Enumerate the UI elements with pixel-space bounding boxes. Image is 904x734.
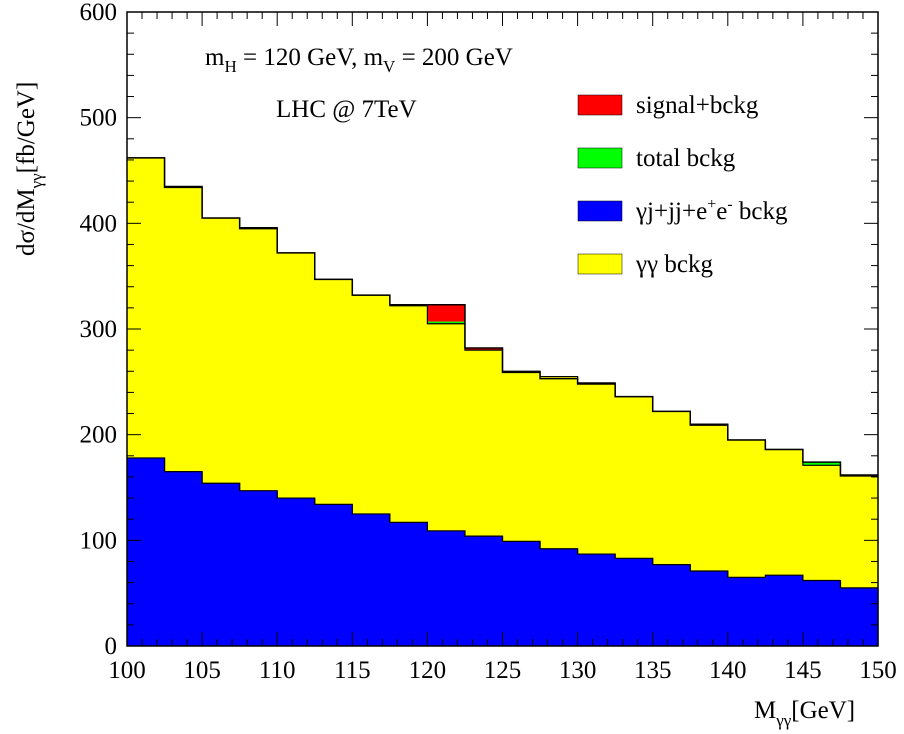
bar-gamma-jet <box>765 575 803 646</box>
bar-gamma-jet <box>803 580 841 646</box>
legend-swatch-total <box>578 148 622 168</box>
legend-label-signal: signal+bckg <box>636 92 759 119</box>
bar-gamma-gamma <box>352 295 390 514</box>
bar-gamma-jet <box>653 565 691 646</box>
bar-gamma-gamma <box>690 424 728 571</box>
bar-gamma-gamma <box>728 440 766 577</box>
y-tick-label: 200 <box>80 422 118 449</box>
x-tick-label: 125 <box>484 657 522 684</box>
legend-label-gamma-jet: γj+jj+e+e- bckg <box>635 196 788 225</box>
x-tick-label: 130 <box>559 657 597 684</box>
bar-gamma-gamma <box>165 186 203 471</box>
bar-gamma-jet <box>277 498 315 646</box>
bar-gamma-jet <box>427 531 465 646</box>
bar-gamma-jet <box>503 541 541 646</box>
x-tick-label: 150 <box>859 657 897 684</box>
bar-gamma-gamma <box>240 228 278 491</box>
bar-gamma-jet <box>540 549 578 646</box>
bar-gamma-jet <box>202 483 240 646</box>
bar-gamma-gamma <box>503 371 541 541</box>
x-tick-label: 100 <box>108 657 146 684</box>
bar-gamma-jet <box>465 536 503 646</box>
y-tick-label: 0 <box>105 633 118 660</box>
bar-gamma-jet <box>165 472 203 646</box>
y-tick-label: 100 <box>80 527 118 554</box>
x-tick-label: 140 <box>709 657 747 684</box>
bar-gamma-jet <box>127 458 165 646</box>
bar-gamma-gamma <box>653 411 691 564</box>
bar-gamma-gamma <box>390 306 428 523</box>
y-tick-label: 400 <box>80 210 118 237</box>
legend-swatch-gamma-gamma <box>578 254 622 274</box>
bar-gamma-jet <box>240 491 278 646</box>
y-axis-label: dσ/dMγγ[fb/GeV] <box>13 82 46 256</box>
bar-gamma-gamma <box>765 449 803 575</box>
bar-gamma-gamma <box>803 465 841 580</box>
bar-gamma-jet <box>578 554 616 646</box>
bar-gamma-jet <box>352 514 390 646</box>
bar-gamma-jet <box>615 558 653 646</box>
x-tick-label: 115 <box>334 657 371 684</box>
bar-gamma-gamma <box>578 383 616 554</box>
bar-gamma-gamma <box>427 324 465 531</box>
legend-label-total: total bckg <box>636 145 736 172</box>
x-tick-label: 110 <box>259 657 296 684</box>
bar-gamma-gamma <box>315 279 353 504</box>
legend-swatch-gamma-jet <box>578 201 622 221</box>
y-tick-label: 300 <box>80 316 118 343</box>
bar-gamma-jet <box>728 577 766 646</box>
bar-gamma-gamma <box>840 475 878 588</box>
plot-area <box>127 158 879 646</box>
bar-gamma-gamma <box>202 218 240 483</box>
x-tick-label: 135 <box>634 657 672 684</box>
x-tick-label: 105 <box>183 657 221 684</box>
params-annotation: mH = 120 GeV, mV = 200 GeV <box>205 44 513 76</box>
legend-swatch-signal <box>578 95 622 115</box>
bar-gamma-jet <box>840 588 878 646</box>
bar-gamma-jet <box>315 504 353 646</box>
bar-gamma-gamma <box>465 350 503 536</box>
y-tick-label: 500 <box>80 105 118 132</box>
y-tick-label: 600 <box>80 0 118 26</box>
bar-gamma-gamma <box>615 397 653 559</box>
x-axis-label: Mγγ[GeV] <box>754 697 855 730</box>
bar-gamma-jet <box>690 571 728 646</box>
x-tick-label: 120 <box>409 657 447 684</box>
bar-gamma-gamma <box>277 253 315 498</box>
bar-gamma-gamma <box>540 377 578 549</box>
x-tick-label: 145 <box>784 657 822 684</box>
collider-annotation: LHC @ 7TeV <box>276 96 417 123</box>
bar-signal <box>427 305 465 322</box>
legend: signal+bckg total bckg γj+jj+e+e- bckg γ… <box>578 92 788 278</box>
legend-label-gamma-gamma: γγ bckg <box>635 251 713 278</box>
bar-gamma-jet <box>390 522 428 646</box>
